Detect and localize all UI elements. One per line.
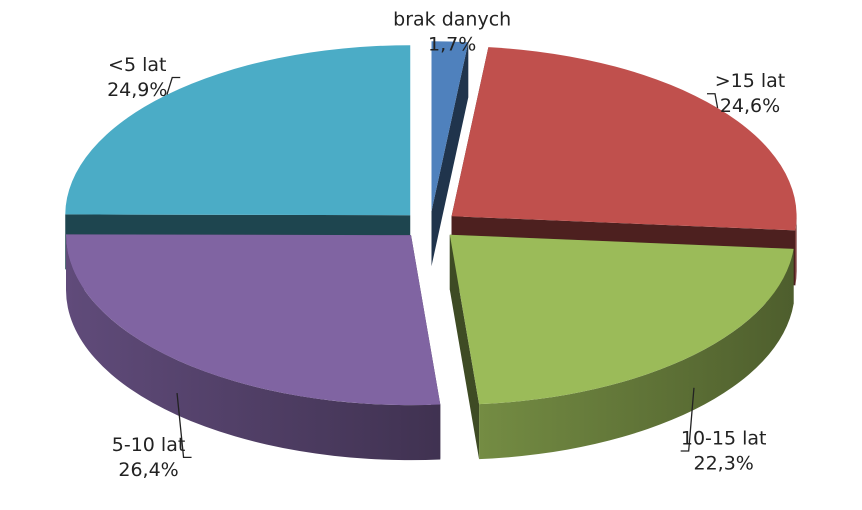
leader-line (176, 393, 192, 458)
category-label: 5-10 lat (112, 434, 186, 456)
leader-line (680, 387, 695, 452)
slice (449, 234, 794, 460)
value-label: 26,4% (118, 459, 178, 481)
category-label: 10-15 lat (681, 427, 767, 449)
slice-top (431, 41, 469, 212)
slice-top (65, 45, 411, 216)
value-label: 24,9% (107, 79, 167, 101)
value-label: 24,6% (720, 95, 780, 117)
slice-side (431, 42, 469, 267)
value-label: 22,3% (694, 452, 754, 474)
category-label: brak danych (393, 9, 511, 31)
slice-wall (479, 248, 794, 460)
slice-top (451, 47, 797, 231)
slice-wall (66, 235, 441, 461)
value-label: 1,7% (428, 34, 476, 56)
category-label: <5 lat (108, 54, 166, 76)
category-label: >15 lat (715, 70, 786, 92)
slice (431, 41, 469, 267)
leader-line (166, 76, 181, 95)
slice (66, 234, 441, 461)
slice-wall (795, 216, 797, 286)
slice-top (66, 234, 441, 406)
slice-top (449, 234, 794, 405)
slice-side (449, 234, 480, 460)
leader-line (706, 93, 719, 109)
